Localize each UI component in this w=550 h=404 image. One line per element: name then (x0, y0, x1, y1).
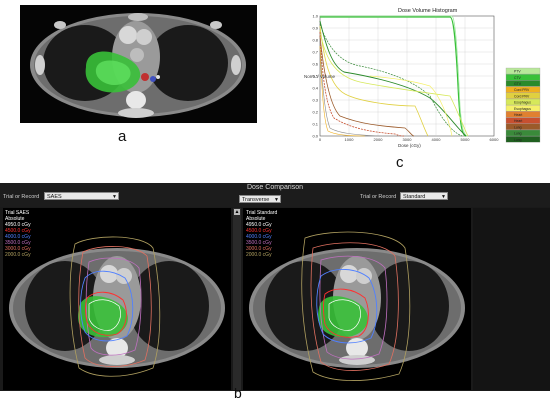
side-strip (473, 208, 550, 390)
dvh-legend-label: Lung (514, 138, 522, 142)
panel-label-b: b (234, 385, 242, 401)
panel-label-a: a (118, 128, 127, 145)
vertical-scrollbar[interactable]: ▲ (233, 208, 241, 390)
left-ct-view[interactable] (3, 208, 231, 390)
dvh-curve-esophagus-2 (319, 29, 469, 137)
dose-comparison-header: Dose Comparison Trial or Record SAES ▼ T… (0, 183, 550, 207)
dvh-x-tick: 3000 (403, 137, 413, 142)
dvh-y-tick: 0.3 (312, 98, 318, 103)
left-trial-label: Trial or Record (3, 194, 40, 200)
dvh-y-tick: 0.8 (312, 38, 318, 43)
dvh-legend-swatch (505, 86, 541, 93)
right-ct-view[interactable] (243, 208, 471, 390)
left-trial-select-value: SAES (47, 194, 62, 200)
right-trial-select[interactable]: Standard ▼ (400, 192, 448, 200)
chevron-down-icon: ▼ (112, 194, 117, 200)
dose-comparison-window: Dose Comparison Trial or Record SAES ▼ T… (0, 183, 550, 391)
dvh-legend-label: Heart (514, 119, 522, 123)
dvh-y-tick: 0.9 (312, 26, 318, 31)
scroll-up-icon[interactable]: ▲ (234, 209, 240, 215)
dvh-legend-swatch (505, 129, 541, 137)
dose-level-label: 4500.0 cGy (246, 228, 272, 234)
left-trial-heading: Trial SAES (5, 210, 30, 216)
dvh-legend-swatch (505, 74, 541, 81)
dvh-y-tick: 0.7 (312, 50, 318, 55)
dvh-x-tick: 4000 (432, 137, 442, 142)
dvh-y-tick: 0.0 (312, 134, 318, 139)
dvh-legend-label: Esophagus (514, 101, 531, 105)
ct-slice-panel-a (20, 5, 257, 123)
dvh-curve-heart (319, 35, 415, 137)
dvh-legend-swatch (505, 80, 541, 87)
view-select-value: Transverse (242, 197, 270, 203)
dose-volume-histogram: Dose Volume Histogram 1.0 0.9 0.8 0.7 0.6 0.5… (300, 6, 542, 149)
dvh-legend-label: GTV (514, 82, 522, 86)
dvh-curve-ctv (320, 15, 469, 137)
dvh-curve-cord (319, 40, 381, 137)
dvh-legend-swatch (505, 67, 541, 75)
right-trial-select-value: Standard (403, 194, 426, 200)
dvh-legend-label: CTV (514, 76, 522, 80)
dvh-x-tick: 5000 (461, 137, 471, 142)
dvh-x-tick: 6000 (490, 137, 500, 142)
dvh-y-tick: 0.6 (312, 62, 318, 67)
dvh-legend-swatch (505, 105, 541, 112)
dvh-legend-swatch (505, 117, 541, 124)
dose-level-label: 4000.0 cGy (246, 234, 272, 240)
dose-level-label: 3000.0 cGy (246, 246, 272, 252)
dvh-legend-swatch (505, 111, 541, 118)
dvh-legend-label: PTV (514, 70, 521, 74)
dvh-legend-swatch (505, 92, 541, 99)
dvh-x-tick: 2000 (374, 137, 384, 142)
dvh-curve-esophagus-3 (369, 75, 453, 137)
dose-level-label: 3500.0 cGy (246, 240, 272, 246)
dvh-xlabel: Dose (cGy) (398, 143, 421, 148)
left-trial-subheading: Absolute (5, 216, 25, 222)
dvh-x-tick: 1000 (345, 137, 355, 142)
ct-slice-image (20, 5, 257, 123)
dvh-y-tick: 0.1 (312, 122, 318, 127)
dvh-curve-lung (319, 20, 467, 137)
dose-level-label: 4000.0 cGy (5, 234, 31, 240)
dvh-ylabel: Norm. / Volume (304, 74, 336, 79)
dvh-legend-label: Heart (514, 113, 522, 117)
dvh-y-tick: 0.4 (312, 86, 318, 91)
chevron-down-icon: ▼ (441, 194, 446, 200)
dose-level-label: 3000.0 cGy (5, 246, 31, 252)
view-select[interactable]: Transverse ▼ (239, 195, 281, 203)
dose-level-label: 4500.0 cGy (5, 228, 31, 234)
dose-level-label: 2000.0 cGy (246, 252, 272, 258)
dvh-legend-label: Lung (514, 132, 522, 136)
dose-level-label: 3500.0 cGy (5, 240, 31, 246)
left-trial-select[interactable]: SAES ▼ (44, 192, 119, 200)
dvh-y-tick: 1.0 (312, 14, 318, 19)
dvh-legend-swatch (505, 123, 541, 130)
dose-comparison-title: Dose Comparison (246, 184, 304, 191)
dvh-legend: PTV CTV GTV Cord PRV Cord PRV Esophagus Esopha… (505, 67, 541, 143)
dvh-legend-swatch (505, 98, 541, 106)
dvh-legend-label: Esophagus (514, 107, 531, 111)
dose-level-label: 4950.0 cGy (5, 222, 31, 228)
right-trial-heading: Trial Standard (246, 210, 278, 216)
dvh-curve-esophagus (319, 25, 429, 137)
dvh-curve-ptv (320, 16, 467, 137)
dose-level-label: 4950.0 cGy (246, 222, 272, 228)
dvh-curve-heart-2 (319, 31, 405, 137)
dvh-y-tick: 0.5 (312, 74, 318, 79)
dvh-legend-swatch (505, 136, 541, 143)
dvh-y-tick: 0.2 (312, 110, 318, 115)
dvh-legend-label: Lung (514, 125, 522, 129)
dvh-title: Dose Volume Histogram (398, 8, 458, 14)
dvh-curve-lung-2 (319, 23, 463, 137)
panel-label-c: c (396, 154, 404, 171)
chevron-down-icon: ▼ (274, 197, 279, 203)
dvh-legend-label: Cord PRV (514, 94, 530, 98)
dvh-x-tick: 0 (319, 137, 322, 142)
dose-level-label: 2000.0 cGy (5, 252, 31, 258)
right-trial-subheading: Absolute (246, 216, 266, 222)
dvh-curve-cord-prv (319, 45, 366, 137)
dvh-legend-label: Cord PRV (514, 88, 530, 92)
right-trial-label: Trial or Record (360, 194, 397, 200)
